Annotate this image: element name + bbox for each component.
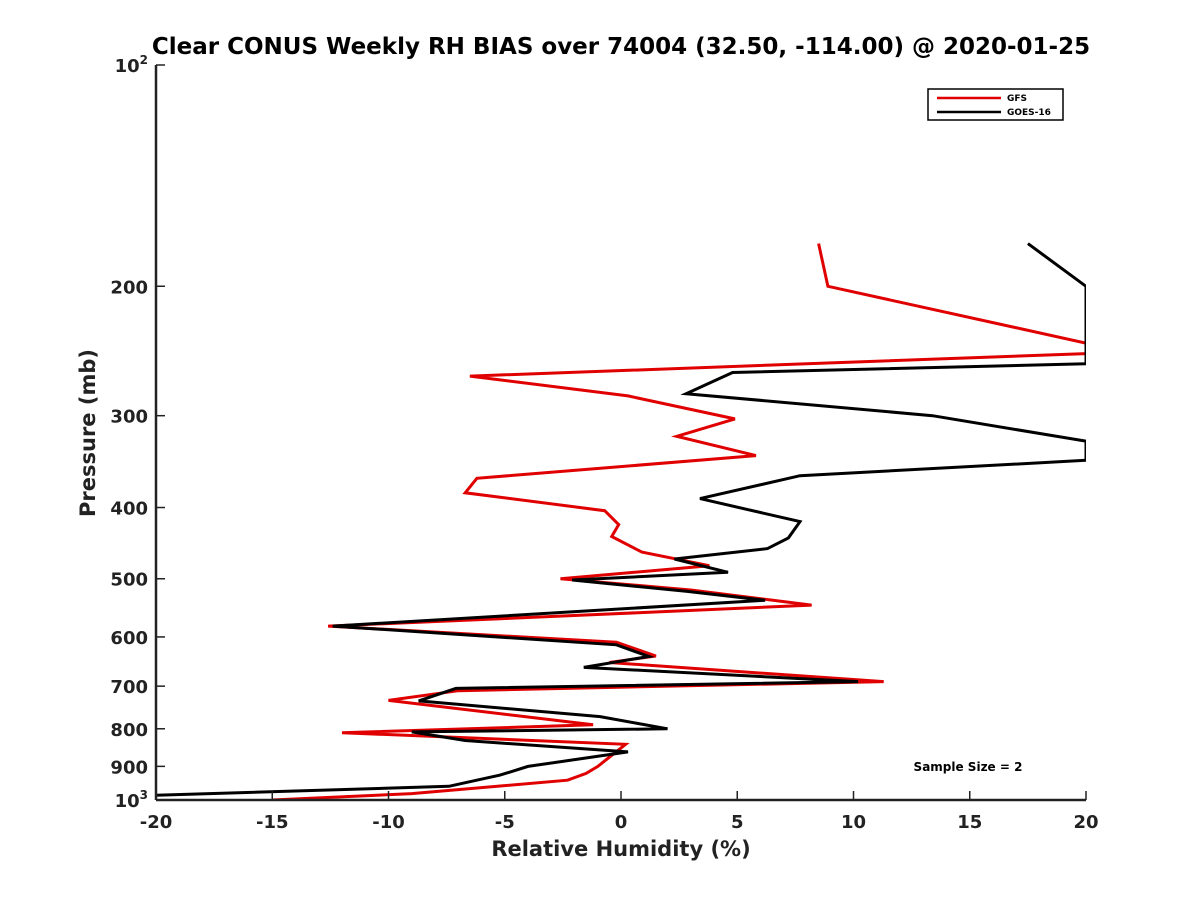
- legend: GFS GOES-16: [927, 88, 1064, 121]
- x-tick-label: 0: [615, 812, 628, 833]
- x-tick-label: 15: [957, 812, 982, 833]
- y-tick-label: 300: [110, 407, 148, 428]
- x-tick-label: 10: [841, 812, 866, 833]
- x-tick-label: -15: [256, 812, 289, 833]
- y-tick-label: 400: [110, 499, 148, 520]
- series-line-gfs: [272, 243, 1086, 800]
- sample-size-annotation: Sample Size = 2: [914, 760, 1023, 774]
- legend-box: [927, 88, 1064, 121]
- x-tick-label: -20: [140, 812, 173, 833]
- axes-layer: [154, 65, 1086, 802]
- y-tick-label: 102: [115, 53, 148, 77]
- y-tick-label: 103: [115, 788, 148, 812]
- chart-title: Clear CONUS Weekly RH BIAS over 74004 (3…: [152, 34, 1090, 60]
- y-tick-label: 800: [110, 720, 148, 741]
- y-tick-label: 700: [110, 677, 148, 698]
- y-tick-label: 500: [110, 570, 148, 591]
- x-axis-label: Relative Humidity (%): [491, 837, 750, 861]
- x-tick-label: 20: [1073, 812, 1098, 833]
- y-tick-label: 200: [110, 277, 148, 298]
- y-tick-label: 600: [110, 628, 148, 649]
- series-layer: [156, 242, 1086, 800]
- y-ticks: 102 200 300 400 500 600 700 800 900 103: [110, 53, 165, 812]
- x-tick-label: -10: [372, 812, 405, 833]
- x-tick-label: -5: [495, 812, 515, 833]
- legend-label: GFS: [1007, 94, 1027, 104]
- series-line-goes-16: [156, 242, 1086, 797]
- y-axis-label: Pressure (mb): [76, 349, 100, 517]
- legend-label: GOES-16: [1007, 108, 1051, 118]
- x-tick-label: 5: [731, 812, 744, 833]
- y-tick-label: 900: [110, 757, 148, 778]
- x-ticks: -20 -15 -10 -5 0 5 10 15 20: [140, 791, 1099, 833]
